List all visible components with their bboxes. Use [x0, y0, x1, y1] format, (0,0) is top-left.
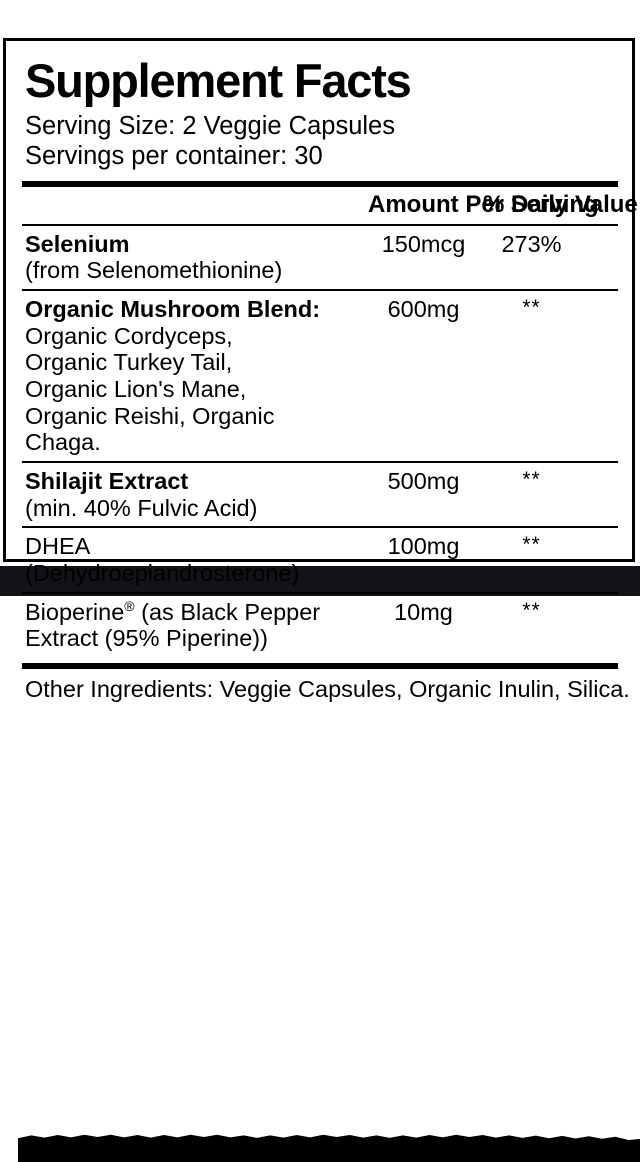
supplement-rows-table: Organic Mushroom Blend: Organic Cordyceps… [6, 291, 632, 461]
row-divider-1 [22, 289, 618, 292]
nutrient-daily-value: ** [522, 468, 541, 492]
supplement-rows-table: Selenium (from Selenomethionine) 150mcg 2… [6, 226, 632, 289]
page-title: Supplement Facts [25, 54, 412, 107]
table-row: Bioperine® (as Black Pepper Extract (95%… [6, 594, 632, 657]
column-header-divider [22, 223, 618, 226]
supplement-rows-table: Bioperine® (as Black Pepper Extract (95%… [6, 594, 632, 657]
nutrient-amount: 100mg [387, 533, 460, 560]
nutrient-name-bold: Selenium [25, 230, 130, 257]
nutrient-name-bold: Shilajit Extract [25, 468, 189, 495]
nutrient-amount: 10mg [394, 598, 453, 625]
nutrient-name: Organic Mushroom Blend: Organic Cordyceps… [6, 291, 368, 461]
nutrient-daily-value: ** [522, 598, 541, 622]
row-divider-4 [22, 591, 618, 594]
registered-trademark-icon: ® [124, 597, 135, 614]
table-header-row: Amount Per Serving % Daily Value [6, 187, 638, 224]
serving-size: Serving Size: 2 Veggie Capsules [25, 112, 395, 140]
nutrient-amount: 600mg [387, 296, 460, 323]
table-row: Shilajit Extract (min. 40% Fulvic Acid) 5… [6, 463, 632, 526]
header-divider-thick [22, 180, 618, 187]
table-row: Organic Mushroom Blend: Organic Cordyceps… [6, 291, 632, 461]
nutrient-name: Selenium (from Selenomethionine) [6, 226, 368, 289]
table-row: Selenium (from Selenomethionine) 150mcg 2… [6, 226, 632, 289]
column-header-daily-value: % Daily Value [483, 190, 638, 218]
nutrient-amount: 150mcg [381, 230, 466, 257]
table-row: DHEA (Dehydroepiandrosterone) 100mg ** [6, 528, 632, 591]
other-ingredients: Other Ingredients: Veggie Capsules, Orga… [25, 676, 630, 703]
nutrient-name: Shilajit Extract (min. 40% Fulvic Acid) [6, 463, 368, 526]
nutrient-daily-value: 273% [501, 230, 562, 257]
nutrient-name-detail: Organic Cordyceps, Organic Turkey Tail, … [25, 322, 275, 456]
nutrient-amount: 500mg [387, 468, 460, 495]
label-header: Supplement Facts Serving Size: 2 Veggie … [6, 57, 632, 172]
supplement-facts-panel: Supplement Facts Serving Size: 2 Veggie … [3, 38, 638, 702]
supplement-rows-table: Shilajit Extract (min. 40% Fulvic Acid) 5… [6, 463, 632, 526]
row-divider-2 [22, 461, 618, 464]
row-divider-3 [22, 526, 618, 529]
nutrient-daily-value: ** [522, 533, 541, 557]
nutrient-name: DHEA (Dehydroepiandrosterone) [6, 528, 368, 591]
servings-per-container: Servings per container: 30 [25, 142, 323, 171]
column-header-amount: Amount Per Serving [368, 190, 599, 218]
supplement-facts-table: Amount Per Serving % Daily Value [6, 187, 638, 224]
nutrient-name-bold: Organic Mushroom Blend: [25, 296, 321, 323]
nutrient-name-detail: (min. 40% Fulvic Acid) [25, 494, 258, 521]
nutrient-name-detail: (from Selenomethionine) [25, 257, 283, 284]
nutrient-name: Bioperine® (as Black Pepper Extract (95%… [6, 594, 368, 657]
column-header-name [6, 187, 368, 224]
package-band-scalloped-edge [18, 1134, 640, 1162]
supplement-rows-table: DHEA (Dehydroepiandrosterone) 100mg ** [6, 528, 632, 591]
nutrient-daily-value: ** [522, 296, 541, 320]
nutrient-name-bold: DHEA (Dehydroepiandrosterone) [25, 533, 300, 587]
nutrient-name-bold: Bioperine [25, 598, 125, 625]
